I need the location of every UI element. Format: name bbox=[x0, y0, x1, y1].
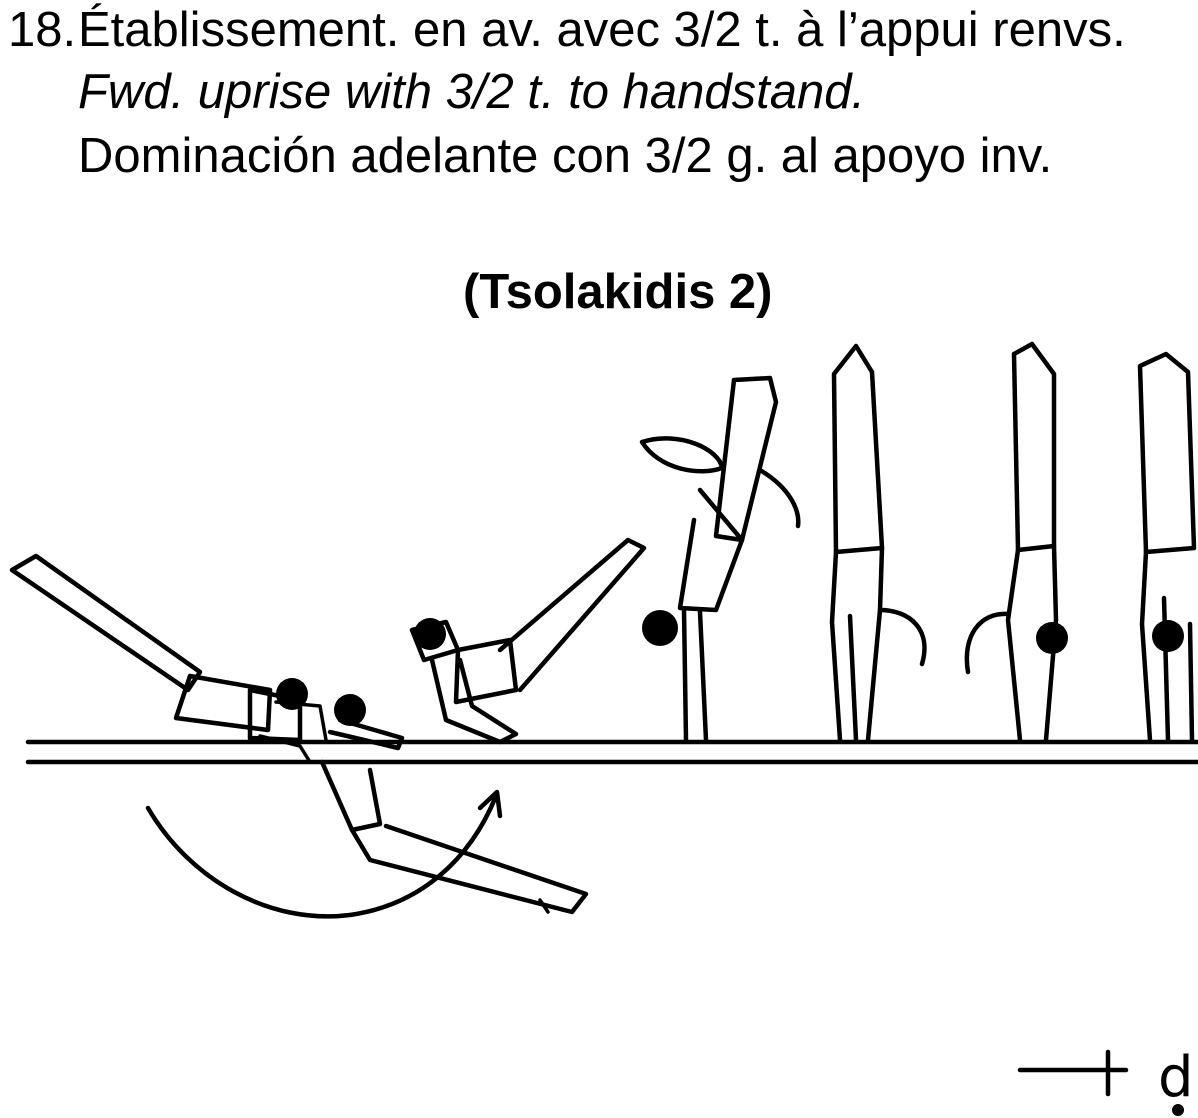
element-name-french: Établissement. en av. avec 3/2 t. à l’ap… bbox=[78, 3, 1126, 57]
difficulty-value-mark: d bbox=[1017, 1045, 1194, 1116]
head-icon bbox=[1036, 622, 1068, 654]
named-after-label: (Tsolakidis 2) bbox=[463, 265, 773, 319]
element-number: 18. bbox=[8, 3, 77, 57]
difficulty-value-letter: d bbox=[1158, 1045, 1194, 1110]
swing-arc-arrow bbox=[145, 789, 503, 919]
head-icon bbox=[642, 610, 678, 646]
gymnast-figure-turn bbox=[639, 375, 801, 743]
gymnast-figure-underswing bbox=[319, 694, 589, 915]
element-name-spanish: Dominación adelante con 3/2 g. al apoyo … bbox=[78, 129, 1053, 183]
element-name-english: Fwd. uprise with 3/2 t. to handstand. bbox=[78, 65, 866, 119]
gymnast-figure-handstand-3 bbox=[1137, 351, 1197, 743]
gymnast-figure-handstand-2 bbox=[964, 341, 1068, 743]
gymnast-figure-handstand-1 bbox=[829, 343, 927, 743]
head-icon bbox=[334, 694, 366, 726]
head-icon bbox=[1152, 620, 1184, 652]
parallel-bars bbox=[25, 739, 1198, 765]
gymnast-figure-pike bbox=[409, 537, 647, 745]
gymnast-figure-swing bbox=[9, 553, 328, 764]
